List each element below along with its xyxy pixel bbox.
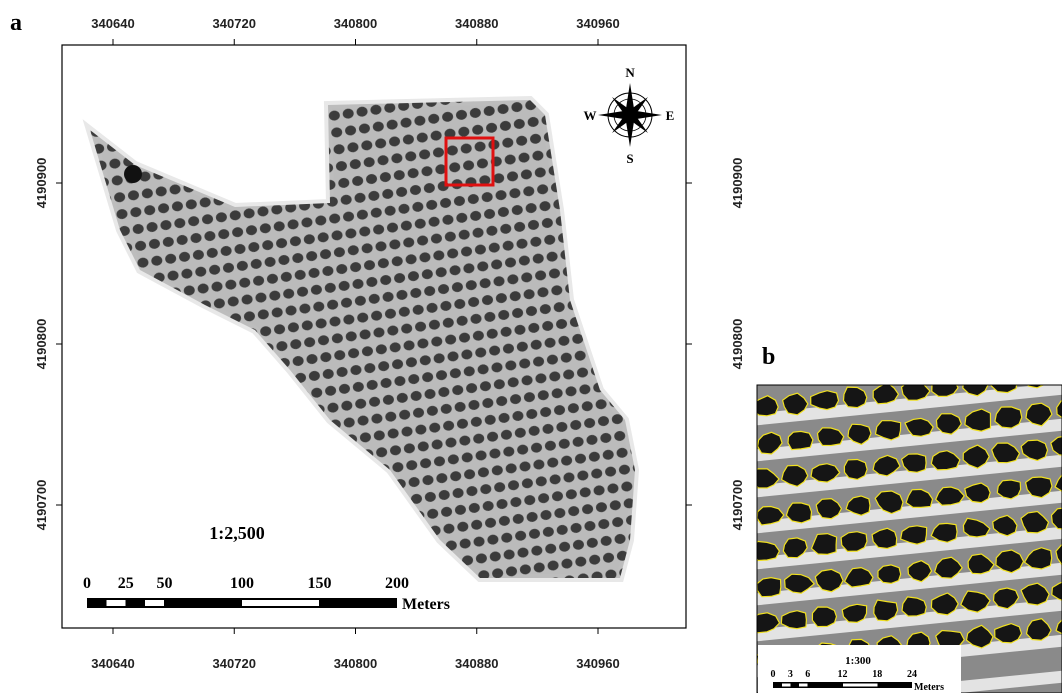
zoom-image — [750, 364, 1062, 693]
tree-crown — [788, 431, 813, 449]
y-tick-label: 4190800 — [34, 319, 49, 370]
scale-tick-label: 18 — [872, 669, 882, 680]
y-tick-label: 4190700 — [730, 480, 745, 531]
x-tick-label: 340880 — [455, 656, 498, 671]
tree-crown — [841, 532, 867, 552]
y-tick-label: 4190800 — [730, 319, 745, 370]
scale-tick-label: 3 — [788, 669, 793, 680]
tree-crown — [902, 382, 930, 401]
scale-bar — [87, 598, 397, 608]
scale-tick-label: 0 — [83, 575, 91, 592]
x-tick-label: 340960 — [576, 16, 619, 31]
tree-crown — [786, 503, 811, 523]
tree-crown — [878, 565, 901, 584]
x-tick-label: 340880 — [455, 16, 498, 31]
scale-ratio: 1:2,500 — [209, 523, 265, 543]
scale-tick-label: 150 — [308, 575, 332, 592]
compass-w: W — [584, 108, 597, 123]
x-tick-label: 340640 — [91, 16, 134, 31]
scale-tick-label: 12 — [838, 669, 848, 680]
tree-crown — [844, 460, 867, 480]
x-tick-label: 340960 — [576, 656, 619, 671]
compass-e: E — [666, 108, 675, 123]
tree-crown — [932, 378, 958, 397]
x-tick-label: 340800 — [334, 16, 377, 31]
panel-label: b — [762, 344, 775, 370]
scale-unit: Meters — [914, 682, 944, 693]
scale-tick-label: 50 — [157, 575, 173, 592]
scale-tick-label: 25 — [118, 575, 134, 592]
tree-crown — [812, 607, 836, 627]
scale-tick-label: 0 — [771, 669, 776, 680]
tree — [124, 165, 142, 183]
tree-crown — [991, 371, 1017, 393]
figure: a N E S W 1:2,500 Meters b 1:300 Meters … — [0, 0, 1062, 693]
compass-n: N — [625, 65, 635, 80]
x-tick-label: 340640 — [91, 656, 134, 671]
scale-unit: Meters — [402, 596, 450, 613]
scale-tick-label: 200 — [385, 575, 409, 592]
x-tick-label: 340800 — [334, 656, 377, 671]
scale-tick-label: 6 — [805, 669, 810, 680]
scale-bar — [773, 682, 912, 688]
x-tick-label: 340720 — [213, 16, 256, 31]
scale-tick-label: 24 — [907, 669, 917, 680]
y-tick-label: 4190700 — [34, 480, 49, 531]
tree-crown — [995, 407, 1022, 428]
y-tick-label: 4190900 — [34, 158, 49, 209]
x-tick-label: 340720 — [213, 656, 256, 671]
tree-crown — [757, 578, 781, 597]
scale-ratio: 1:300 — [845, 655, 871, 667]
y-tick-label: 4190900 — [730, 158, 745, 209]
compass-s: S — [626, 151, 633, 166]
panel-label: a — [10, 10, 22, 36]
tree-crown — [1051, 364, 1062, 386]
scale-tick-label: 100 — [230, 575, 254, 592]
